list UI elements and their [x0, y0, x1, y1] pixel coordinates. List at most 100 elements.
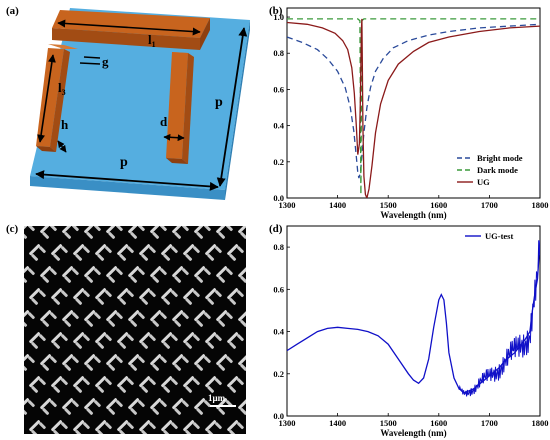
nanostructure — [183, 420, 200, 434]
legend-entry: Dark mode — [477, 165, 518, 175]
sem-nanostructure-array — [0, 226, 246, 434]
y-tick-label: 0.8 — [273, 48, 284, 58]
nanostructure — [117, 244, 134, 261]
nanostructure — [128, 226, 145, 239]
nanostructure — [40, 310, 57, 327]
nanostructure — [216, 226, 233, 239]
scale-bar-label: 1μm — [208, 393, 226, 403]
d-arrow — [163, 133, 185, 142]
nanostructure — [117, 288, 134, 305]
nanostructure — [29, 420, 46, 434]
nanostructure — [205, 244, 222, 261]
nanostructure — [150, 398, 167, 415]
nanostructure — [24, 354, 35, 371]
nanostructure — [62, 354, 79, 371]
nanostructure — [227, 244, 244, 261]
nanostructure — [62, 310, 79, 327]
nanostructure — [0, 354, 13, 372]
x-tick-label: 1800 — [532, 418, 549, 428]
series-line-ug — [287, 18, 540, 198]
nanostructure — [117, 332, 134, 349]
nanostructure — [29, 332, 46, 349]
nanostructure — [40, 266, 57, 283]
legend-entry: UG — [477, 177, 490, 187]
nanostructure — [7, 244, 25, 262]
nanostructure — [0, 310, 13, 328]
left-bar-bottom — [36, 146, 56, 152]
x-tick-label: 1400 — [329, 418, 346, 428]
panel-c-label: (c) — [6, 223, 19, 235]
nanostructure — [161, 288, 178, 305]
nanostructure — [51, 244, 68, 261]
nanostructure — [238, 310, 246, 327]
nanostructure — [51, 332, 68, 349]
nanostructure — [172, 398, 189, 415]
nanostructure — [106, 266, 123, 283]
g-line-upper — [83, 56, 101, 59]
nanostructure — [0, 398, 13, 416]
y-tick-label: 0.2 — [273, 369, 284, 379]
x-axis-label: Wavelength (nm) — [380, 428, 446, 438]
nanostructure — [95, 244, 112, 261]
nanostructure — [216, 310, 233, 327]
nanostructure — [40, 354, 57, 371]
nanostructure — [128, 266, 145, 283]
nanostructure — [238, 226, 246, 239]
nanostructure — [7, 376, 25, 394]
nanostructure — [29, 288, 46, 305]
y-axis-label: Transmittance — [265, 293, 267, 349]
nanostructure — [150, 310, 167, 327]
substrate-top — [30, 8, 250, 190]
sem-background — [24, 226, 246, 434]
x-tick-label: 1300 — [279, 200, 296, 210]
y-tick-label: 0.8 — [273, 242, 284, 252]
nanostructure — [29, 376, 46, 393]
nanostructure — [139, 332, 156, 349]
g-label: g — [102, 54, 109, 69]
right-bar-side — [182, 53, 194, 164]
panel-a-label: (a) — [6, 5, 19, 17]
nanostructure — [227, 376, 244, 393]
nanostructure — [62, 266, 79, 283]
x-tick-label: 1700 — [481, 418, 498, 428]
nanostructure — [73, 420, 90, 434]
nanostructure — [139, 288, 156, 305]
series-line-ug-test-noise — [458, 240, 540, 397]
nanostructure — [238, 266, 246, 283]
nanostructure — [238, 354, 246, 371]
nanostructure — [172, 266, 189, 283]
right-bar-bottom — [166, 158, 188, 164]
nanostructure — [106, 398, 123, 415]
y-tick-label: 0.2 — [273, 157, 284, 167]
nanostructure — [161, 420, 178, 434]
legend-entry: UG-test — [485, 231, 513, 241]
nanostructure — [106, 354, 123, 371]
nanostructure — [194, 266, 211, 283]
nanostructure — [205, 288, 222, 305]
left-bar-top — [48, 44, 78, 49]
y-tick-label: 0.6 — [273, 84, 284, 94]
nanostructure — [227, 288, 244, 305]
nanostructure — [62, 398, 79, 415]
nanostructure — [183, 332, 200, 349]
x-axis-label: Wavelength (nm) — [380, 210, 446, 220]
nanostructure — [238, 398, 246, 415]
nanostructure — [29, 244, 46, 261]
nanostructure — [73, 376, 90, 393]
l3-label: l3 — [58, 80, 66, 97]
p-right-label: p — [215, 95, 223, 110]
nanostructure — [216, 266, 233, 283]
y-tick-label: 1.0 — [273, 12, 284, 22]
nanostructure — [172, 310, 189, 327]
nanostructure — [106, 226, 123, 239]
l1-label: l1 — [148, 32, 156, 49]
nanostructure — [51, 288, 68, 305]
nanostructure — [95, 288, 112, 305]
nanostructure — [194, 354, 211, 371]
nanostructure — [183, 244, 200, 261]
nanostructure — [150, 226, 167, 239]
y-axis-label: Transmittance — [265, 75, 267, 131]
x-tick-label: 1500 — [380, 200, 397, 210]
nanostructure — [227, 332, 244, 349]
panel-b-label: (b) — [269, 5, 283, 17]
